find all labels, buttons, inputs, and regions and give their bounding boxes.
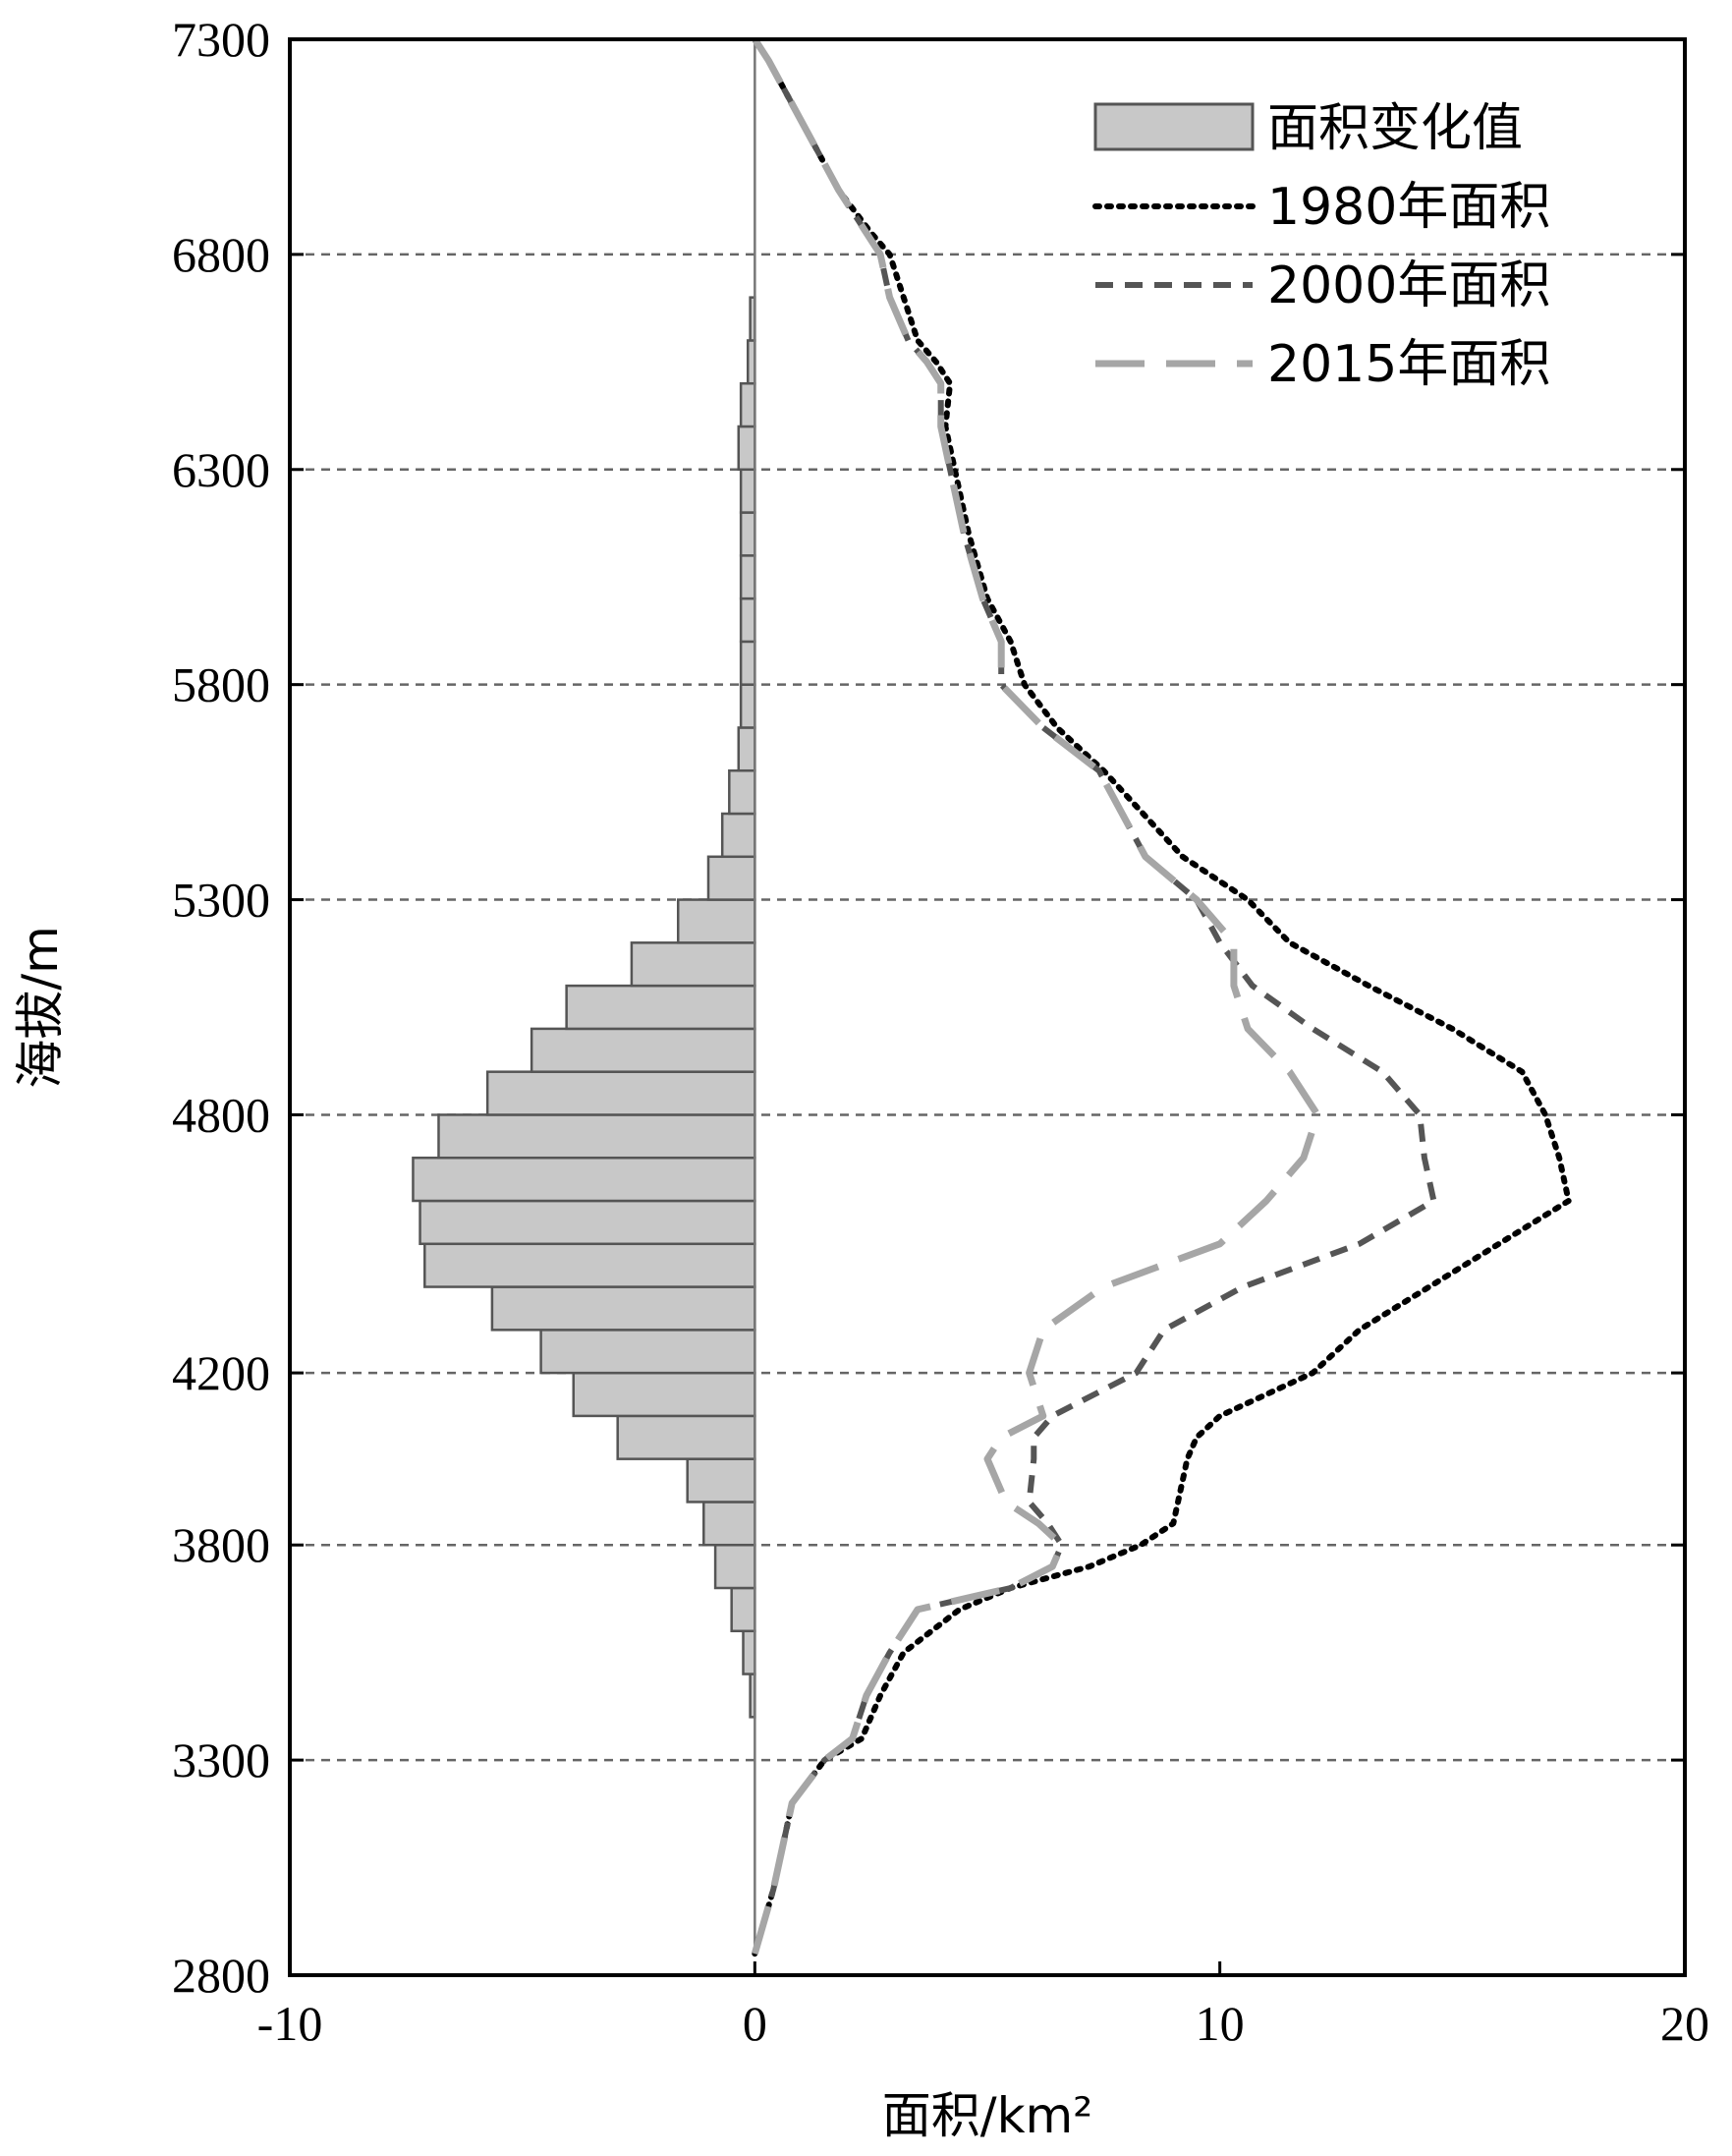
bar (737, 726, 756, 772)
bar (676, 898, 756, 944)
y-tick-label: 2800 (172, 1948, 270, 2003)
series-line-2000 (752, 37, 1437, 1955)
bar (739, 511, 756, 557)
bar (419, 1199, 756, 1246)
bar (423, 1242, 756, 1288)
legend-label-2015: 2015年面积 (1267, 335, 1550, 394)
bar (702, 1501, 756, 1547)
bar (539, 1329, 756, 1375)
bar (686, 1457, 756, 1504)
bar (572, 1371, 756, 1418)
bar (412, 1156, 756, 1203)
bar (739, 596, 756, 644)
bar (485, 1070, 756, 1116)
bar (565, 984, 756, 1031)
y-tick-label: 3800 (172, 1517, 270, 1572)
y-tick-label: 3300 (172, 1732, 270, 1787)
legend-swatch-bars (1093, 102, 1255, 151)
y-tick-label: 4200 (172, 1345, 270, 1400)
bar (437, 1113, 756, 1160)
y-tick-label: 5300 (172, 873, 270, 928)
bar (742, 1629, 756, 1675)
bar (713, 1543, 756, 1590)
legend-label-bars: 面积变化值 (1267, 99, 1523, 158)
legend-label-1980: 1980年面积 (1267, 178, 1550, 237)
bars (412, 296, 756, 1719)
x-tick-label: 0 (743, 1996, 767, 2051)
bar (728, 768, 756, 816)
legend-label-2000: 2000年面积 (1267, 256, 1550, 315)
x-tick-label: 10 (1196, 1996, 1245, 2051)
y-axis-title: 海拔/m (12, 926, 69, 1089)
x-tick-label: -10 (257, 1996, 323, 2051)
bar (739, 683, 756, 729)
x-axis-title: 面积/km² (882, 2087, 1093, 2144)
bar (630, 941, 756, 988)
gridlines (290, 253, 1685, 1762)
y-tick-label: 6300 (172, 442, 270, 497)
y-ticks: 2800 3300 3800 4200 4800 5300 5800 6300 6800 7300 (172, 12, 1685, 2003)
bar (737, 425, 756, 472)
x-tick-label: 20 (1660, 1996, 1709, 2051)
series-lines (751, 36, 1572, 1957)
series-line-2015 (751, 37, 1321, 1956)
plot-frame (288, 37, 1687, 1977)
x-ticks: -10 0 10 20 (257, 1961, 1709, 2051)
y-tick-label: 6800 (172, 227, 270, 282)
bar (616, 1414, 756, 1460)
y-tick-label: 7300 (172, 12, 270, 67)
bar (739, 468, 756, 514)
bar (739, 640, 756, 686)
legend: 面积变化值 1980年面积 2000年面积 2015年面积 (1092, 99, 1550, 394)
bar (739, 554, 756, 600)
bar (739, 381, 756, 428)
bar (730, 1586, 756, 1633)
bar (720, 812, 756, 859)
bar (490, 1285, 756, 1332)
bar (530, 1027, 756, 1073)
y-tick-label: 4800 (172, 1087, 270, 1142)
y-tick-label: 5800 (172, 657, 270, 712)
bar (706, 855, 756, 901)
